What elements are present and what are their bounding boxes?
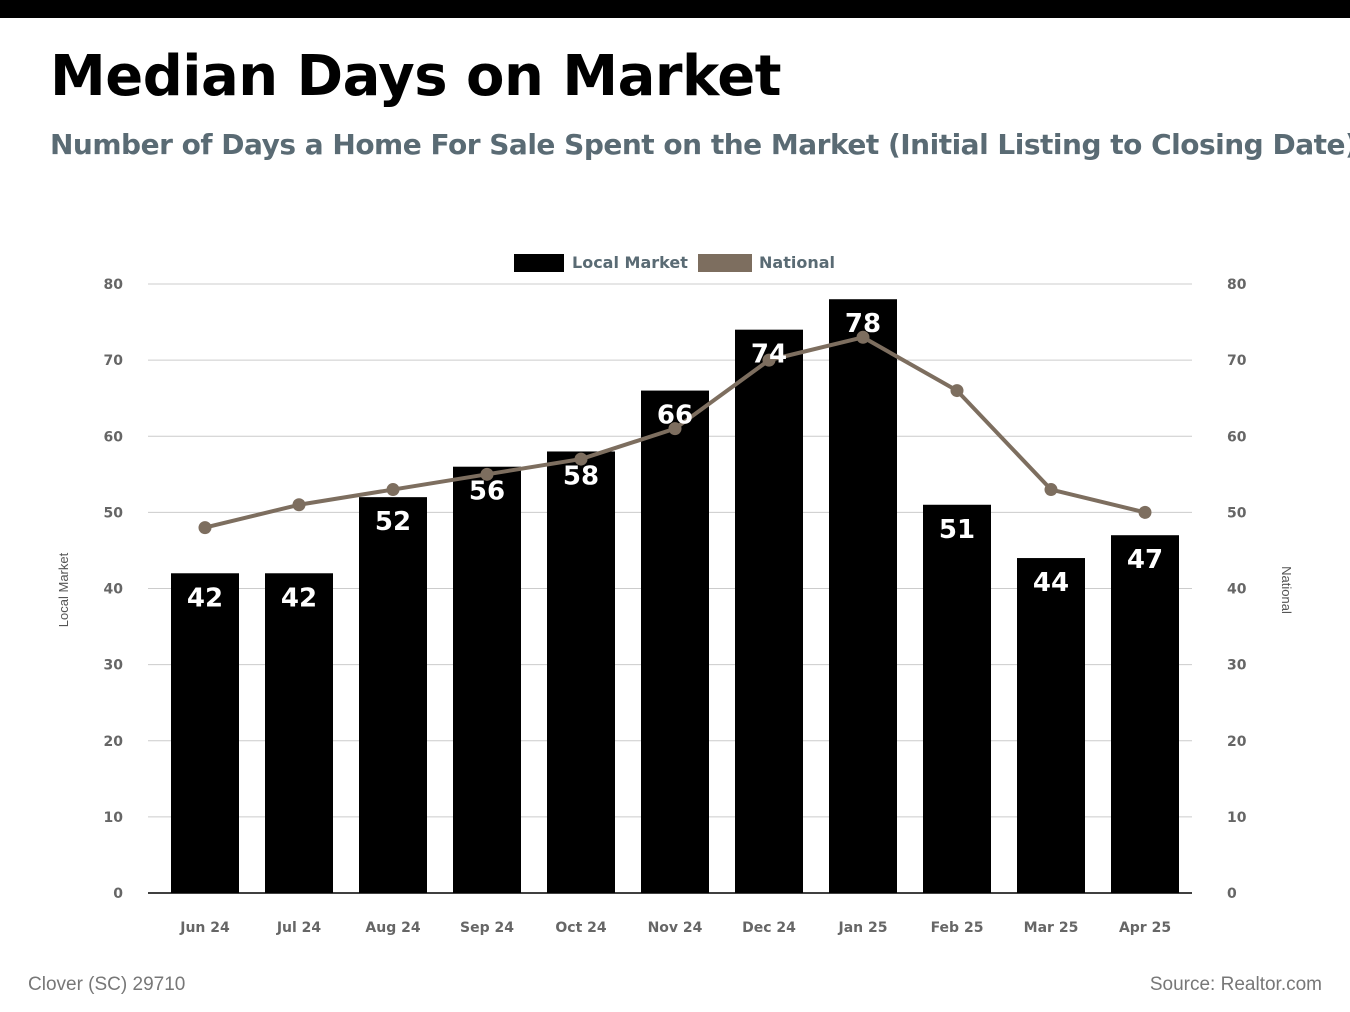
top-bar [0, 0, 1350, 18]
y-tick-label: 40 [104, 582, 124, 598]
national-point [480, 467, 494, 481]
bar-data-label: 56 [469, 477, 505, 507]
y-tick-label: 60 [104, 429, 124, 445]
bar-data-label: 52 [375, 507, 411, 537]
bar [453, 466, 521, 893]
x-tick-label: Oct 24 [555, 920, 607, 936]
national-point [198, 521, 212, 535]
y2-tick-label: 50 [1227, 505, 1247, 521]
bar [829, 299, 897, 894]
national-point [1044, 483, 1058, 497]
bar [265, 573, 333, 893]
y2-tick-label: 70 [1227, 353, 1247, 369]
footer-location: Clover (SC) 29710 [28, 974, 186, 995]
y-tick-label: 10 [104, 810, 124, 826]
y2-tick-label: 0 [1227, 886, 1237, 902]
y2-tick-label: 10 [1227, 810, 1247, 826]
x-tick-label: Jan 25 [838, 920, 888, 936]
footer-source: Source: Realtor.com [1149, 974, 1322, 995]
y-tick-label: 80 [104, 277, 124, 293]
national-point [950, 384, 964, 398]
legend-swatch-national [698, 254, 752, 272]
y2-tick-label: 40 [1227, 582, 1247, 598]
y2-tick-label: 60 [1227, 429, 1247, 445]
y2-axis-title: National [1279, 566, 1294, 614]
x-tick-label: Dec 24 [742, 920, 796, 936]
bar-data-label: 51 [939, 515, 975, 545]
national-point [386, 483, 400, 497]
x-tick-label: Apr 25 [1119, 920, 1171, 936]
x-tick-label: Aug 24 [365, 920, 420, 936]
y2-tick-label: 30 [1227, 658, 1247, 674]
y2-tick-label: 80 [1227, 277, 1247, 293]
bar [923, 504, 991, 893]
x-tick-label: Jun 24 [179, 920, 230, 936]
bar [1017, 558, 1085, 893]
bar-data-label: 58 [563, 461, 599, 491]
bar [1111, 535, 1179, 893]
bar [171, 573, 239, 893]
x-tick-label: Sep 24 [460, 920, 514, 936]
national-point [1138, 505, 1152, 519]
bar-data-label: 78 [845, 309, 881, 339]
national-point [762, 353, 776, 367]
bar-data-label: 47 [1127, 545, 1163, 575]
national-point [574, 452, 588, 466]
page-subtitle: Number of Days a Home For Sale Spent on … [50, 128, 1350, 161]
bar-data-label: 44 [1033, 568, 1069, 598]
bar [547, 451, 615, 893]
y2-tick-label: 20 [1227, 734, 1247, 750]
page-title: Median Days on Market [50, 44, 781, 109]
bar-data-label: 74 [751, 340, 787, 370]
bar [641, 390, 709, 893]
legend-label-local: Local Market [572, 253, 688, 272]
bar-data-label: 42 [187, 583, 223, 613]
legend-swatch-local [514, 254, 564, 272]
x-tick-label: Mar 25 [1024, 920, 1079, 936]
national-point [668, 422, 682, 436]
national-point [856, 330, 870, 344]
national-point [292, 498, 306, 512]
y-tick-label: 70 [104, 353, 124, 369]
y-tick-label: 30 [104, 658, 124, 674]
y-tick-label: 20 [104, 734, 124, 750]
x-tick-label: Nov 24 [648, 920, 703, 936]
y-tick-label: 50 [104, 505, 124, 521]
bar [735, 329, 803, 893]
bar-data-label: 42 [281, 583, 317, 613]
bar-data-label: 66 [657, 401, 693, 431]
y-tick-label: 0 [113, 886, 123, 902]
legend-label-national: National [759, 253, 835, 272]
x-tick-label: Feb 25 [931, 920, 984, 936]
bar [359, 497, 427, 893]
y-axis-title: Local Market [56, 552, 71, 627]
x-tick-label: Jul 24 [276, 920, 322, 936]
